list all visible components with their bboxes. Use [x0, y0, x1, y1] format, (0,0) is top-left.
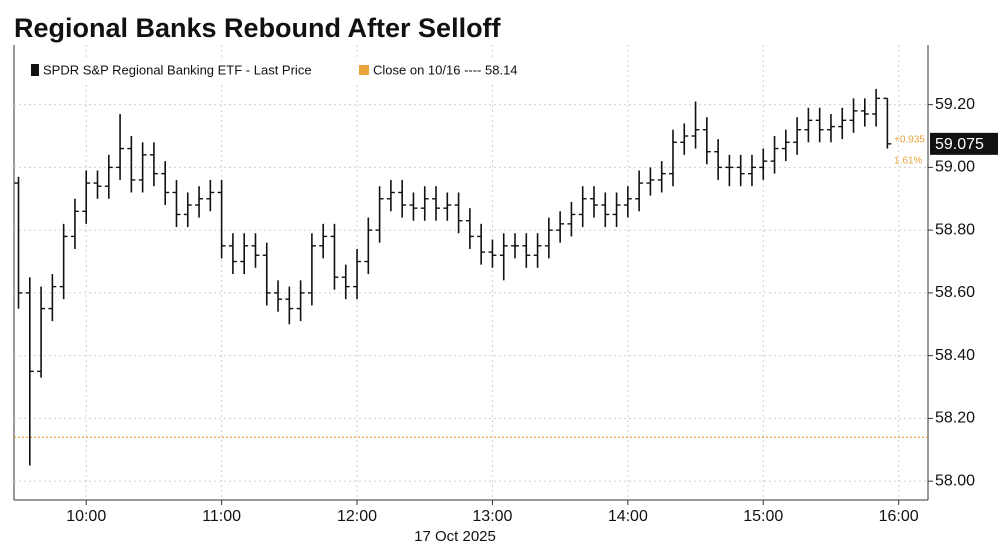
y-tick-label: 58.80	[935, 221, 975, 238]
x-tick-label: 11:00	[202, 508, 241, 525]
legend-label: SPDR S&P Regional Banking ETF - Last Pri…	[43, 62, 312, 77]
legend-box	[16, 58, 566, 82]
chart-title: Regional Banks Rebound After Selloff	[14, 13, 502, 43]
x-tick-label: 16:00	[879, 508, 919, 525]
last-price-box	[930, 132, 998, 155]
x-tick-label: 12:00	[337, 508, 377, 525]
change-pct-annotation: 1.61%	[894, 155, 922, 166]
x-axis-label: 17 Oct 2025	[414, 528, 496, 545]
legend-label: Close on 10/16 ---- 58.14	[373, 62, 518, 77]
y-tick-label: 59.20	[935, 96, 975, 113]
x-tick-label: 14:00	[608, 508, 648, 525]
y-tick-label: 58.60	[935, 284, 975, 301]
y-tick-label: 58.20	[935, 410, 975, 427]
x-tick-label: 15:00	[743, 508, 783, 525]
y-tick-label: 59.00	[935, 159, 975, 176]
legend-swatch	[31, 64, 39, 76]
y-tick-label: 58.00	[935, 472, 975, 489]
x-tick-label: 13:00	[472, 508, 512, 525]
x-tick-label: 10:00	[66, 508, 106, 525]
last-price-label: 59.075	[935, 136, 984, 153]
y-tick-label: 58.40	[935, 347, 975, 364]
legend-swatch	[359, 65, 369, 75]
change-annotation: +0.935	[894, 134, 925, 145]
